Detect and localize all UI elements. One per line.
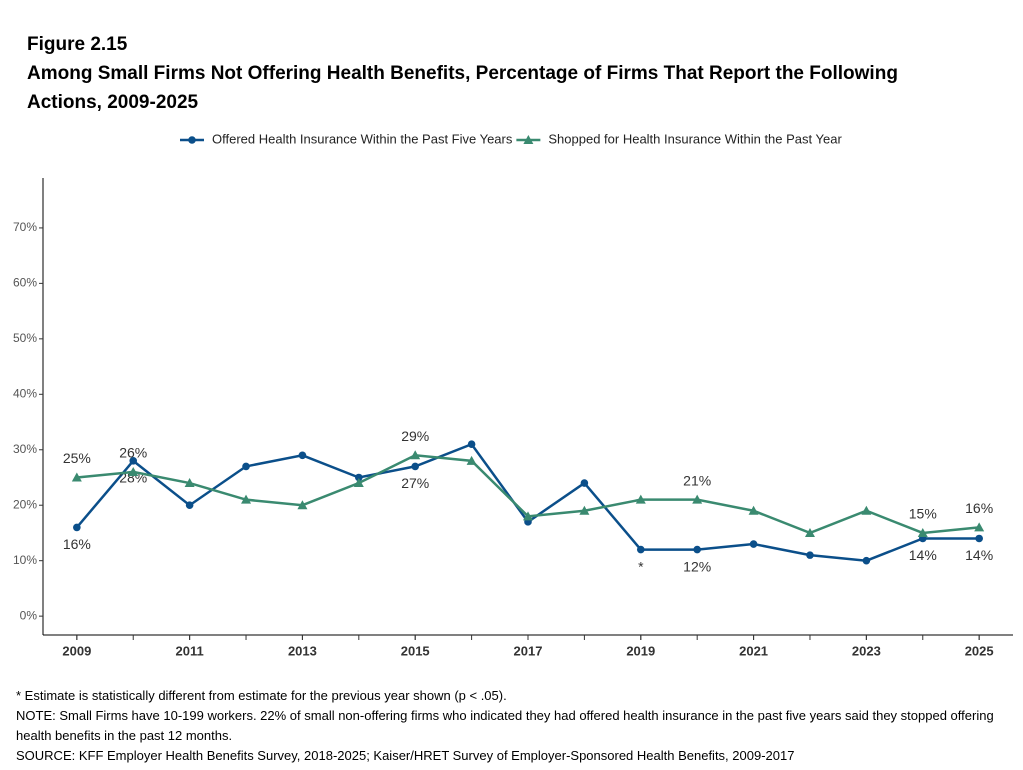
marker	[748, 505, 759, 515]
marker	[693, 545, 701, 554]
marker	[579, 505, 590, 515]
data-label: *	[638, 558, 644, 574]
chart: 0% 10% 20% 30% 40% 50% 60% 70% 2009 2011 2013 2015 2…	[13, 131, 1013, 658]
data-label: 14%	[909, 547, 937, 563]
y-tick-label: 70%	[13, 220, 37, 234]
marker	[917, 527, 928, 537]
notes: * Estimate is statistically different fr…	[16, 686, 1006, 766]
legend-item: Offered Health Insurance Within the Past…	[180, 131, 513, 146]
marker	[523, 511, 533, 521]
marker	[467, 440, 476, 449]
marker	[184, 478, 195, 488]
x-tick-label: 2015	[401, 643, 430, 658]
chart-title: Among Small Firms Not Offering Health Be…	[27, 63, 898, 113]
y-tick-label: 60%	[13, 276, 37, 290]
marker	[297, 500, 308, 510]
data-label: 21%	[683, 472, 711, 488]
data-label: 26%	[119, 445, 147, 461]
y-tick-label: 40%	[13, 386, 37, 400]
x-tick-label: 2019	[626, 643, 655, 658]
marker	[804, 527, 815, 537]
y-tick-label: 50%	[13, 331, 37, 345]
marker	[635, 494, 646, 504]
data-label: 16%	[63, 536, 91, 552]
marker	[129, 457, 138, 465]
marker	[73, 523, 81, 532]
x-tick-label: 2013	[288, 643, 317, 658]
x-tick-label: 2025	[965, 643, 994, 658]
data-label: 25%	[63, 450, 91, 466]
marker	[974, 522, 985, 532]
marker	[185, 501, 194, 510]
marker	[355, 473, 363, 482]
data-label: 12%	[683, 558, 711, 574]
marker	[353, 478, 364, 488]
data-label: 29%	[401, 428, 429, 444]
marker	[71, 472, 82, 482]
marker	[861, 505, 872, 515]
x-tick-label: 2011	[176, 643, 204, 658]
marker	[298, 451, 307, 460]
x-tick-label: 2023	[852, 643, 881, 658]
legend-marker	[188, 136, 196, 144]
note: SOURCE: KFF Employer Health Benefits Sur…	[16, 748, 795, 763]
note: * Estimate is statistically different fr…	[16, 688, 507, 703]
marker	[241, 494, 252, 504]
data-label: 14%	[965, 547, 993, 563]
data-label: 15%	[909, 506, 937, 522]
marker	[636, 545, 645, 554]
marker	[128, 466, 139, 476]
marker	[692, 494, 703, 504]
y-tick-label: 10%	[13, 553, 37, 567]
y-tick-label: 30%	[13, 442, 37, 456]
x-tick-label: 2009	[62, 643, 91, 658]
marker	[975, 534, 983, 543]
x-tick-label: 2021	[739, 643, 768, 658]
series-line	[75, 442, 980, 562]
note: NOTE: Small Firms have 10-199 workers. 2…	[16, 708, 994, 743]
legend-item: Shopped for Health Insurance Within the …	[516, 131, 842, 146]
data-label: 16%	[965, 500, 993, 516]
marker	[242, 462, 250, 471]
marker	[862, 556, 871, 565]
marker	[749, 540, 758, 548]
y-tick-label: 0%	[20, 608, 38, 622]
figure-label: Figure 2.15	[27, 34, 128, 55]
title-block: Figure 2.15 Among Small Firms Not Offeri…	[27, 30, 967, 117]
legend-label: Offered Health Insurance Within the Past…	[212, 131, 513, 146]
x-tick-label: 2017	[514, 643, 543, 658]
legend-label: Shopped for Health Insurance Within the …	[548, 131, 842, 146]
marker	[806, 551, 814, 559]
marker	[466, 455, 477, 465]
data-label: 27%	[401, 475, 429, 491]
marker	[580, 479, 589, 487]
legend-marker	[523, 135, 534, 144]
marker	[410, 450, 421, 460]
y-tick-label: 20%	[13, 497, 37, 511]
marker	[411, 462, 420, 471]
